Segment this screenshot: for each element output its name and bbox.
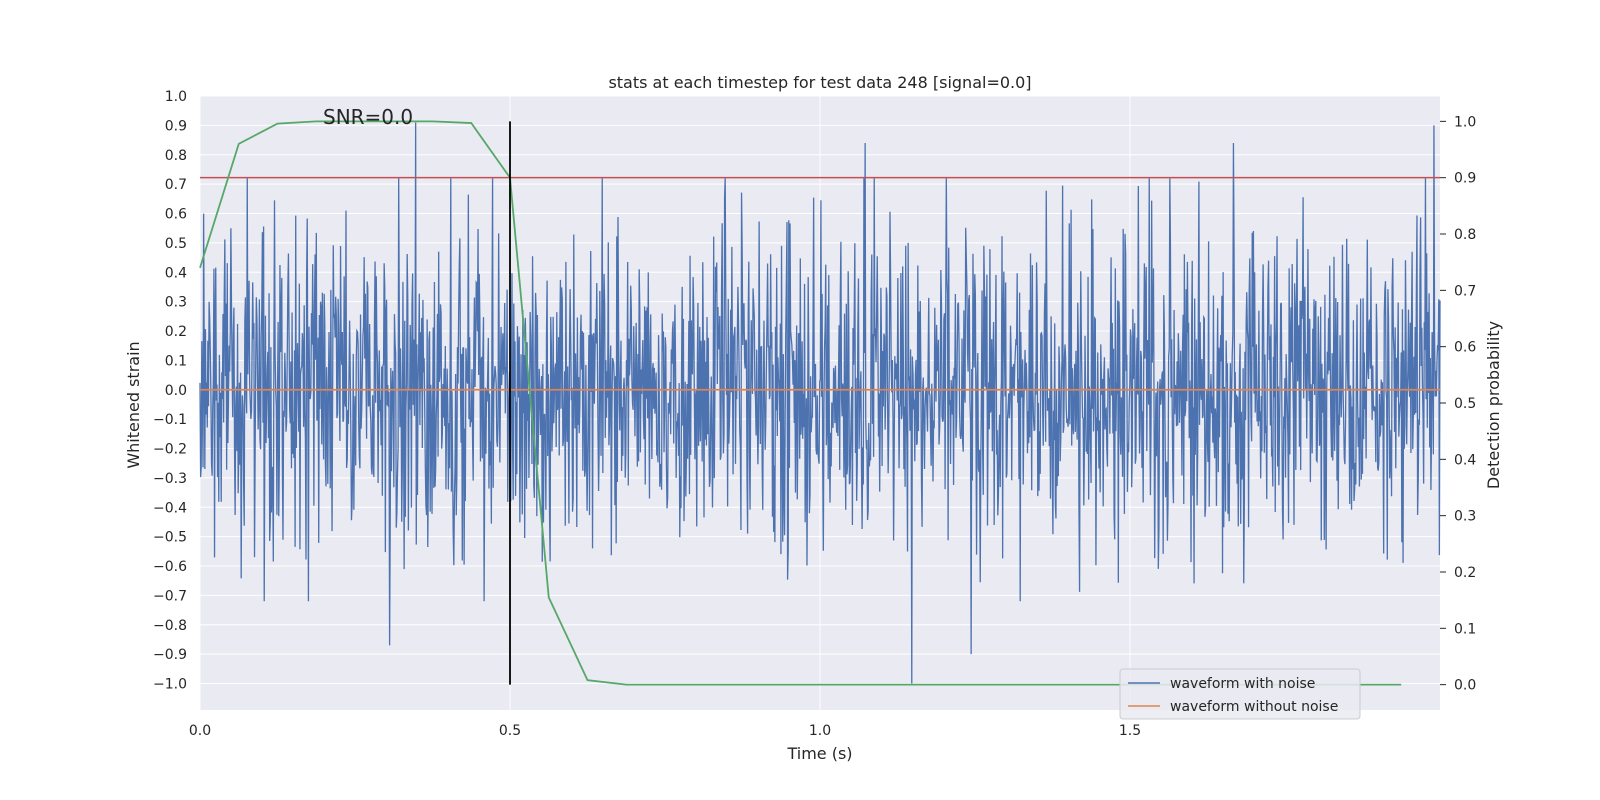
y-tick-label: −1.0 (153, 677, 187, 693)
legend-label-noisy: waveform with noise (1170, 676, 1315, 692)
legend: waveform with noise waveform without noi… (1119, 668, 1361, 720)
y-tick-label: −0.3 (153, 471, 187, 487)
y2-tick-label: 0.0 (1454, 678, 1476, 694)
y-tick-label: 0.3 (165, 295, 187, 311)
y-axis-label: Whitened strain (124, 341, 143, 468)
x-tick-label: 1.0 (809, 723, 831, 739)
y-tick-label: −0.5 (153, 530, 187, 546)
x-tick-label: 0.0 (189, 723, 211, 739)
y2-tick-label: 0.1 (1454, 621, 1476, 637)
y2-axis-ticks: 0.0 0.1 0.2 0.3 0.4 0.5 0.6 0.7 0.8 0.9 1.0 (1440, 114, 1476, 694)
snr-annotation: SNR=0.0 (323, 105, 413, 129)
y2-tick-label: 0.8 (1454, 227, 1476, 243)
y-tick-label: 0.6 (165, 207, 187, 223)
detection-probability-line (199, 120, 1402, 686)
waveform-with-noise-series (199, 122, 1441, 684)
y-tick-label: 0.7 (165, 177, 187, 193)
y2-tick-label: 0.9 (1454, 171, 1476, 187)
x-axis-ticks: 0.0 0.5 1.0 1.5 (189, 723, 1141, 739)
y2-tick-label: 0.6 (1454, 340, 1476, 356)
y-tick-label: 0.2 (165, 324, 187, 340)
y-tick-label: 0.8 (165, 148, 187, 164)
x-tick-label: 0.5 (499, 723, 521, 739)
y2-tick-label: 0.3 (1454, 509, 1476, 525)
y-tick-label: 0.4 (165, 265, 187, 281)
x-tick-label: 1.5 (1119, 723, 1141, 739)
y-tick-label: 0.1 (165, 353, 187, 369)
y2-tick-label: 0.2 (1454, 565, 1476, 581)
x-axis-label: Time (s) (786, 744, 852, 763)
y-tick-label: −0.4 (153, 500, 187, 516)
y2-tick-label: 1.0 (1454, 114, 1476, 130)
waveform-with-noise-line (199, 122, 1441, 684)
detection-probability-series (199, 120, 1402, 686)
y-tick-label: −0.6 (153, 559, 187, 575)
y-tick-label: 0.9 (165, 118, 187, 134)
y-tick-label: −0.2 (153, 442, 187, 458)
legend-label-clean: waveform without noise (1170, 699, 1338, 715)
y2-axis-label: Detection probability (1484, 321, 1503, 489)
y-tick-label: 0.0 (165, 383, 187, 399)
y-tick-label: 1.0 (165, 89, 187, 105)
y2-tick-label: 0.7 (1454, 283, 1476, 299)
y-tick-label: −0.8 (153, 618, 187, 634)
chart-title: stats at each timestep for test data 248… (608, 73, 1031, 92)
y-tick-label: −0.9 (153, 647, 187, 663)
y-axis-ticks: −1.0 −0.9 −0.8 −0.7 −0.6 −0.5 −0.4 −0.3 −0.2 −0.1… (153, 89, 187, 693)
y-tick-label: 0.5 (165, 236, 187, 252)
y-tick-label: −0.7 (153, 588, 187, 604)
y2-tick-label: 0.4 (1454, 452, 1476, 468)
legend-box (1119, 668, 1361, 720)
y-tick-label: −0.1 (153, 412, 187, 428)
y2-tick-label: 0.5 (1454, 396, 1476, 412)
